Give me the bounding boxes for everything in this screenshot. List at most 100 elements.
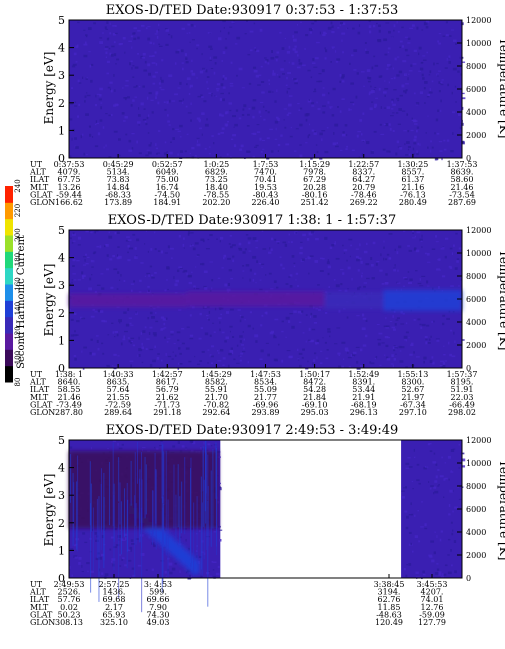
speckle: [301, 258, 305, 262]
speckle: [151, 276, 155, 279]
speckle: [304, 48, 306, 50]
speckle: [451, 532, 454, 536]
colorbar-tick-label: 180: [14, 253, 22, 266]
speckle: [121, 443, 124, 446]
speckle: [111, 322, 114, 324]
orbit-row-label: UT: [30, 370, 43, 379]
speckle: [245, 264, 250, 267]
speckle: [160, 328, 163, 331]
speckle: [183, 237, 185, 240]
orbit-value: 61.37: [401, 175, 424, 184]
colorbar-cell: [5, 333, 13, 350]
speckle: [213, 444, 217, 446]
speckle: [229, 234, 232, 237]
speckle: [174, 354, 177, 357]
orbit-value: 8472.: [303, 378, 326, 387]
speckle: [77, 115, 80, 118]
speckle: [228, 243, 231, 245]
speckle: [102, 352, 105, 355]
speckle: [379, 123, 382, 126]
speckle: [399, 350, 402, 352]
speckle: [283, 60, 286, 62]
speckle: [215, 88, 220, 90]
orbit-value: -72.59: [105, 400, 131, 409]
speckle: [134, 66, 139, 69]
orbit-row-label: ILAT: [30, 175, 50, 184]
speckle: [200, 263, 203, 266]
speckle: [83, 346, 88, 349]
speckle: [243, 104, 247, 108]
speckle: [418, 52, 420, 56]
speckle: [196, 47, 198, 50]
speckle: [153, 308, 156, 310]
speckle: [324, 311, 328, 314]
speckle: [207, 349, 210, 351]
speckle: [99, 37, 103, 39]
speckle: [220, 348, 224, 352]
speckle: [90, 447, 93, 450]
speckle: [113, 104, 117, 107]
speckle: [179, 136, 182, 138]
speckle: [223, 254, 227, 258]
speckle: [187, 547, 191, 551]
speckle: [404, 91, 407, 94]
speckle: [89, 64, 92, 68]
speckle: [81, 317, 86, 320]
speckle: [137, 29, 141, 32]
speckle: [127, 96, 130, 99]
speckle: [289, 135, 293, 138]
speckle: [153, 544, 157, 548]
speckle: [182, 102, 184, 104]
speckle: [399, 360, 404, 363]
speckle: [191, 244, 193, 246]
speckle: [92, 136, 94, 138]
orbit-row-label: GLON: [30, 618, 55, 627]
orbit-value: 8557.: [401, 168, 424, 177]
speckle: [254, 146, 258, 148]
speckle: [418, 482, 421, 485]
speckle: [217, 565, 220, 569]
speckle: [223, 26, 225, 29]
speckle: [229, 349, 234, 353]
speckle: [400, 346, 405, 349]
speckle: [132, 574, 136, 577]
speckle: [213, 530, 218, 533]
speckle: [209, 233, 213, 237]
orbit-value: -68.19: [351, 400, 377, 409]
streak: [154, 452, 156, 529]
speckle: [181, 27, 185, 30]
streak: [205, 452, 207, 551]
orbit-value: 8195.: [451, 378, 474, 387]
speckle: [234, 43, 238, 45]
speckle: [207, 362, 209, 364]
speckle: [419, 238, 423, 242]
speckle: [430, 140, 432, 143]
speckle: [407, 77, 409, 81]
speckle: [206, 76, 210, 78]
speckle: [417, 576, 421, 579]
speckle: [262, 248, 267, 250]
speckle: [76, 320, 80, 323]
speckle: [191, 527, 193, 530]
orbit-value: -80.16: [302, 190, 328, 199]
speckle: [132, 344, 136, 347]
speckle: [193, 285, 196, 288]
speckle: [208, 45, 213, 48]
speckle: [386, 150, 390, 153]
speckle: [307, 360, 309, 363]
speckle: [118, 255, 122, 259]
speckle: [399, 94, 403, 97]
colorbar-cell: [5, 267, 13, 285]
speckle: [373, 24, 376, 28]
speckle: [461, 339, 465, 341]
speckle: [77, 21, 80, 24]
speckle: [370, 362, 375, 365]
speckle: [305, 258, 307, 260]
speckle: [358, 257, 362, 260]
speckle: [220, 132, 225, 134]
speckle: [332, 142, 337, 146]
speckle: [112, 25, 116, 27]
speckle: [364, 334, 368, 338]
speckle: [174, 283, 178, 287]
